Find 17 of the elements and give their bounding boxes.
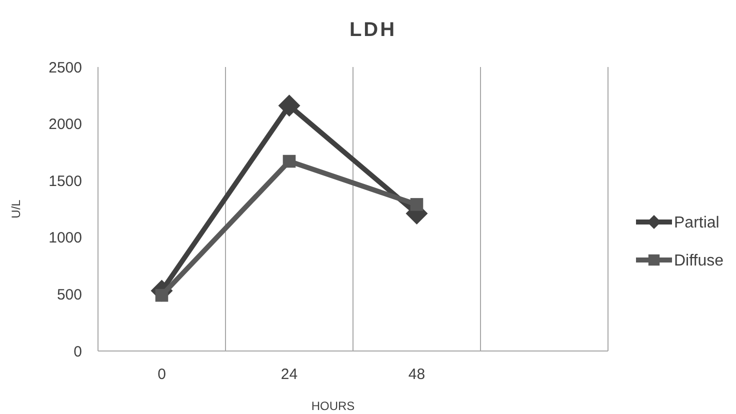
point [282,154,296,168]
y-tick-label: 1500 [48,172,82,190]
y-tick-label: 1000 [48,230,82,247]
y-tick-label: 0 [74,343,82,360]
point [278,94,300,117]
y-axis-title: U/L [9,199,23,218]
legend-label: Diffuse [674,252,724,270]
x-tick-label: 0 [158,366,166,383]
chart-title: LDH [349,19,397,41]
x-axis-title: HOURS [311,399,355,413]
legend-label: Partial [674,214,720,232]
y-tick-label: 2500 [48,59,82,76]
x-tick-label: 24 [280,366,298,383]
y-tick-label: 500 [56,286,82,304]
y-tick-label: 2000 [48,116,82,134]
x-tick-label: 48 [408,366,426,383]
point [410,198,424,211]
